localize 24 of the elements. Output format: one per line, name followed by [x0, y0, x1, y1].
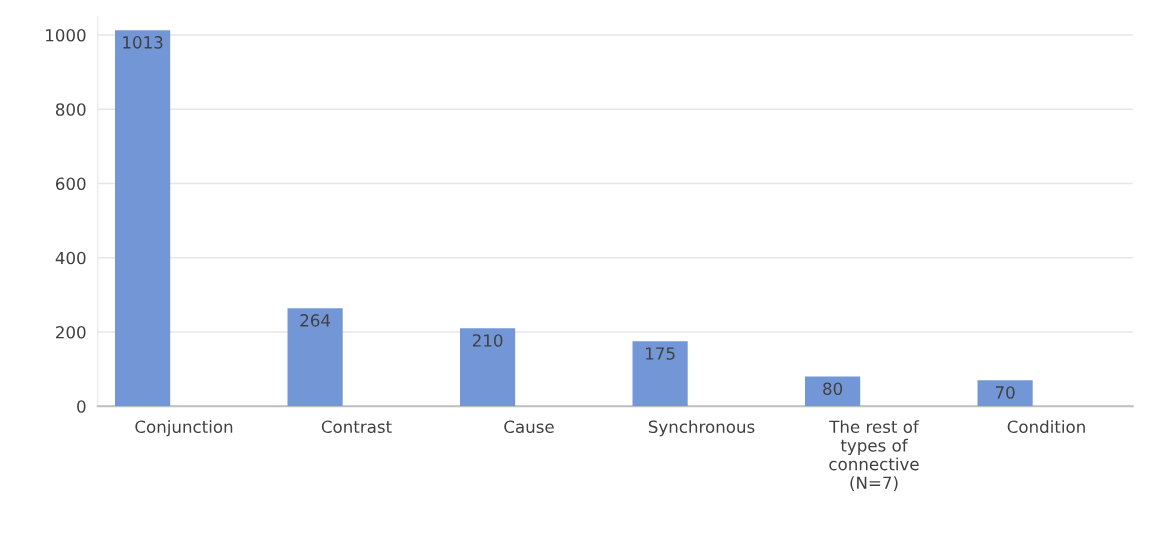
x-tick-label: Synchronous: [648, 420, 755, 437]
y-tick-label: 800: [55, 103, 86, 116]
y-tick-label: 0: [77, 400, 86, 413]
x-tick-label: Cause: [504, 420, 554, 434]
x-tick-label: Condition: [1007, 420, 1085, 434]
bar: [632, 341, 688, 407]
data-label: 80: [823, 382, 843, 396]
y-tick-label: 400: [55, 251, 86, 265]
data-label: 210: [472, 334, 503, 347]
y-tick-label: 1000: [46, 28, 86, 42]
bar: [977, 380, 1033, 407]
x-tick-label: The rest of types of connective (N=7): [829, 420, 920, 491]
x-tick-label: Contrast: [321, 420, 392, 434]
bar: [115, 30, 171, 407]
y-tick-label: 200: [56, 325, 86, 339]
x-tick-label: Conjunction: [135, 420, 233, 437]
bar: [287, 308, 343, 407]
data-label: 175: [646, 347, 675, 360]
bar: [805, 376, 861, 407]
data-label: 1013: [123, 36, 163, 49]
data-label: 70: [995, 386, 1015, 399]
data-label: 264: [300, 314, 331, 327]
y-tick-label: 600: [55, 177, 86, 191]
bar: [460, 328, 516, 407]
